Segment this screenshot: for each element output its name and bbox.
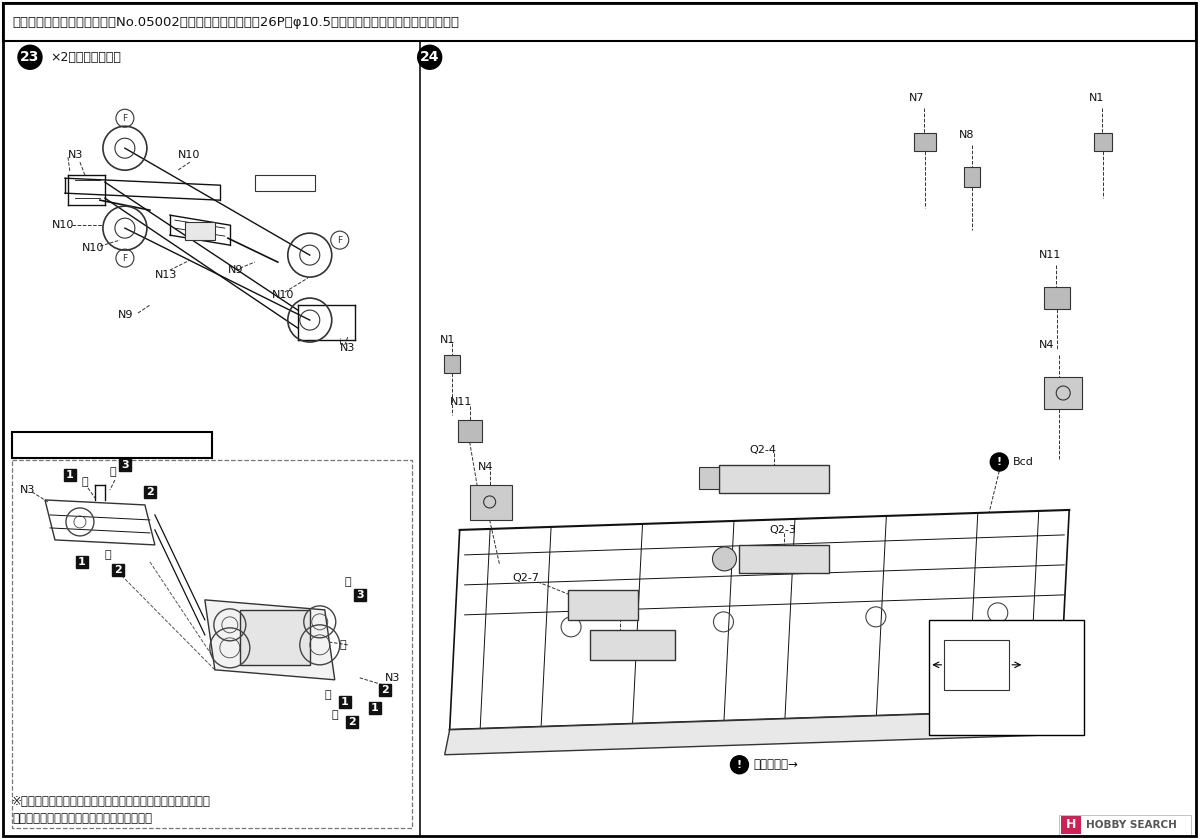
Bar [112, 564, 124, 576]
Bar [368, 701, 380, 714]
Text: 矢印の孔がある方が
ステップ側になります: 矢印の孔がある方が ステップ側になります [937, 698, 991, 717]
Text: 天: 天 [104, 550, 112, 560]
Text: 1: 1 [371, 703, 379, 713]
Circle shape [18, 45, 42, 70]
Bar [944, 640, 1009, 690]
Text: N10: N10 [272, 290, 294, 300]
Text: N3: N3 [68, 150, 83, 160]
Text: 1: 1 [66, 470, 74, 480]
Text: Q2-7: Q2-7 [512, 573, 540, 583]
Text: N10: N10 [178, 150, 200, 160]
Bar [965, 167, 980, 187]
Bar [2, 3, 1196, 41]
Text: N8: N8 [959, 130, 974, 140]
Bar [469, 485, 511, 520]
Text: N9: N9 [228, 265, 244, 275]
Text: N3: N3 [340, 343, 355, 353]
Text: N1: N1 [439, 335, 455, 345]
Text: !: ! [997, 457, 1002, 467]
Bar [929, 620, 1085, 735]
Bar [119, 459, 131, 471]
Text: N4: N4 [478, 462, 493, 472]
Bar [1044, 377, 1082, 409]
Text: !: ! [737, 760, 742, 769]
Text: HOBBY SEARCH: HOBBY SEARCH [1086, 820, 1177, 830]
Text: N13: N13 [155, 270, 178, 280]
Bar [589, 630, 674, 659]
Bar [914, 133, 936, 151]
Bar [568, 590, 637, 620]
Bar [1094, 133, 1112, 151]
Text: 1: 1 [78, 557, 86, 567]
Text: 自己責任で施工頂きますようお願い致します: 自己責任で施工頂きますようお願い致します [12, 811, 152, 825]
Bar [254, 175, 314, 191]
Text: N9: N9 [118, 310, 133, 320]
Text: F: F [337, 236, 342, 245]
Text: ●走行化する場合: ●走行化する場合 [18, 438, 89, 452]
Bar [379, 684, 391, 696]
Text: N4: N4 [1039, 340, 1055, 350]
Bar [1060, 815, 1192, 835]
Circle shape [990, 453, 1008, 471]
Text: 2: 2 [146, 487, 154, 497]
Text: N3: N3 [385, 673, 400, 683]
Text: 2: 2 [380, 685, 389, 695]
Text: N10: N10 [82, 243, 104, 253]
Text: 天: 天 [325, 690, 331, 700]
Circle shape [418, 45, 442, 70]
Text: 2: 2 [114, 565, 121, 575]
Bar [720, 465, 829, 493]
Bar [144, 486, 156, 498]
Bar [240, 610, 310, 664]
Circle shape [713, 547, 737, 571]
Bar [346, 716, 358, 727]
Text: 天: 天 [344, 577, 352, 587]
Text: Q2-3: Q2-3 [769, 525, 797, 535]
Text: N11: N11 [1039, 250, 1062, 260]
Text: 天: 天 [331, 710, 338, 720]
Polygon shape [445, 710, 1060, 755]
Text: 天: 天 [82, 477, 89, 487]
Bar [1061, 816, 1081, 834]
Bar [64, 469, 76, 481]
Text: ※他社製品を使用した取り付け・加工については各自工夫の上: ※他社製品を使用した取り付け・加工については各自工夫の上 [12, 795, 211, 808]
Text: N1: N1 [1090, 93, 1104, 103]
Text: ●DT61台車: ●DT61台車 [257, 178, 302, 188]
Bar [700, 467, 720, 489]
Text: N11: N11 [450, 397, 472, 407]
Circle shape [731, 756, 749, 774]
Text: 24: 24 [420, 50, 439, 65]
Text: H: H [1066, 818, 1076, 831]
Text: N7: N7 [910, 93, 925, 103]
Text: 3: 3 [121, 460, 128, 470]
Text: Bcd: Bcd [1013, 457, 1034, 467]
Bar [457, 420, 481, 442]
Text: N10: N10 [52, 220, 74, 230]
Text: 23: 23 [20, 50, 40, 65]
Text: 天: 天 [110, 467, 116, 477]
Bar [185, 222, 215, 240]
Text: F: F [122, 114, 127, 122]
Bar [338, 696, 350, 708]
Bar [739, 545, 829, 573]
Text: 3: 3 [356, 590, 364, 600]
Text: N3: N3 [20, 485, 35, 495]
Text: 1: 1 [341, 697, 349, 706]
Bar [1044, 287, 1070, 309]
Bar [354, 589, 366, 601]
Text: ×2個組み立てます: ×2個組み立てます [50, 51, 121, 64]
Bar [444, 355, 460, 373]
Bar [12, 460, 412, 828]
Bar [12, 432, 212, 458]
Bar [76, 556, 88, 568]
Text: Q2-4: Q2-4 [750, 445, 776, 455]
Text: ステップ側→: ステップ側→ [754, 758, 798, 771]
Text: 天: 天 [340, 640, 347, 650]
Text: Q2-5: Q2-5 [584, 610, 612, 620]
Text: 「天」のパーツは「天賞堂　No.05002コアレスパワートラデ26P（φ10.5プレート車輪）」を使用しています: 「天」のパーツは「天賞堂 No.05002コアレスパワートラデ26P（φ10.5… [12, 16, 458, 29]
Text: 2: 2 [348, 717, 355, 727]
Text: F: F [122, 253, 127, 263]
Polygon shape [205, 600, 335, 680]
